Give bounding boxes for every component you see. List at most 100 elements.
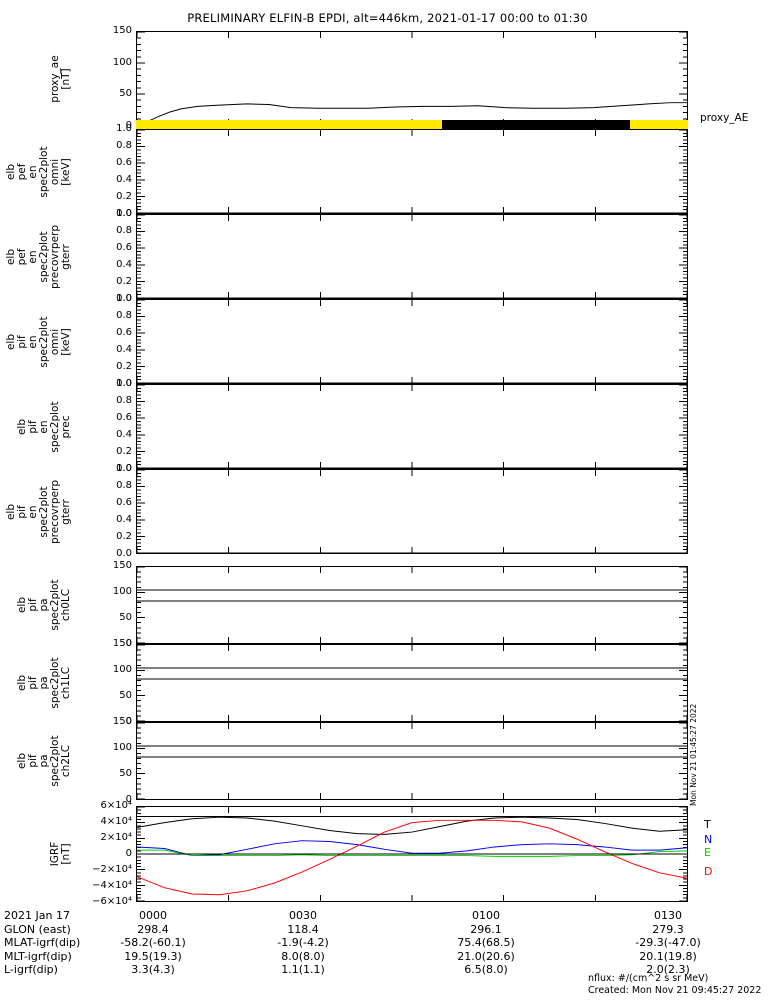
y-tick-label: 0.8 (116, 395, 132, 406)
bottom-label-value: 20.1(19.8) (639, 949, 697, 963)
y-axis-title-text: en (27, 164, 39, 179)
y-tick-label: 0 (125, 120, 132, 131)
y-tick-label: 0.0 (116, 208, 132, 219)
plot-panel-igrf (136, 806, 688, 902)
y-tick-label: 0.6 (116, 157, 132, 168)
y-tick-label: −6×10⁴ (92, 896, 132, 907)
bottom-label-value: -29.3(-47.0) (635, 936, 701, 949)
y-tick-labels-pif-pa-ch0lc: 150 100 50 0 (76, 561, 132, 649)
y-axis-title-text: en (27, 249, 39, 264)
y-axis-title-text: pa (38, 676, 50, 690)
y-axis-title-text: [nT] (60, 67, 72, 90)
y-tick-label: 1.0 (116, 293, 132, 304)
y-tick-label: 0.4 (116, 344, 132, 355)
bottom-label-value: 279.3 (652, 922, 684, 936)
y-axis-title-text: pef (16, 163, 28, 180)
plot-panel-pif-en-precovrperp (136, 469, 688, 554)
bottom-label-value: 8.0(8.0) (281, 949, 325, 963)
y-tick-label: −2×10⁴ (92, 864, 132, 875)
y-tick-labels-proxy-ae: 150 100 50 0 (76, 26, 132, 131)
y-axis-title-text: ch0LC (60, 588, 72, 622)
y-tick-labels-pif-en-omni: 1.0 0.8 0.6 0.4 0.2 0.0 (76, 294, 132, 389)
page-title: PRELIMINARY ELFIN-B EPDI, alt=446km, 202… (187, 11, 588, 25)
y-axis-title-text: en (27, 504, 39, 519)
footer-note: nflux: #/(cm^2 s sr MeV) Created: Mon No… (588, 973, 761, 996)
plot-panel-pef-en-omni (136, 129, 688, 214)
y-axis-title-text: precovrperp (49, 224, 61, 289)
y-tick-label: 0.4 (116, 514, 132, 525)
y-axis-title-text: prec (60, 415, 72, 438)
ae-status-bar-black-segment (442, 120, 631, 129)
bottom-label-row-name: L-igrf(dip) (4, 963, 58, 976)
y-tick-label: 0.4 (116, 174, 132, 185)
y-axis-title-text: spec2plot (49, 579, 61, 631)
y-axis-title-text: spec2plot (49, 657, 61, 709)
plot-panel-pef-en-precovrperp (136, 214, 688, 299)
y-axis-title-text: spec2plot (49, 400, 61, 453)
y-tick-label: 0.2 (116, 361, 132, 372)
trace-igrf-n (136, 840, 688, 857)
panel-canvas-pef-en-omni (136, 129, 688, 214)
y-axis-title-text: en (38, 419, 50, 434)
y-tick-labels-igrf: 6×10⁴ 4×10⁴ 2×10⁴ 0 −2×10⁴ −4×10⁴ −6×10⁴ (76, 801, 132, 907)
footer-units: nflux: #/(cm^2 s sr MeV) (588, 973, 709, 984)
y-tick-labels-pef-en-precovrperp: 1.0 0.8 0.6 0.4 0.2 0.0 (76, 209, 132, 304)
y-axis-title-text: pif (27, 754, 39, 768)
y-axis-title-text: elb (16, 418, 28, 435)
plot-panel-proxy-ae (136, 31, 688, 126)
y-tick-label: 0.4 (116, 259, 132, 270)
igrf-legend-item-d: D (704, 865, 713, 878)
y-axis-title-text: pa (38, 598, 50, 612)
panel-canvas-igrf (136, 806, 688, 902)
y-axis-title-text: pif (27, 598, 39, 612)
bottom-label-value: 0100 (472, 909, 500, 922)
bottom-label-value: 298.4 (137, 922, 169, 936)
panel-canvas-pif-en-prec (136, 384, 688, 469)
y-tick-label: 0.4 (116, 429, 132, 440)
y-axis-title-text: elb (5, 248, 17, 265)
bottom-label-value: 2.0(2.3) (646, 963, 690, 976)
y-axis-title-text: pif (27, 676, 39, 690)
y-axis-title-text: en (27, 334, 39, 349)
y-tick-label: 0 (125, 638, 132, 649)
panel-canvas-proxy-ae (136, 31, 688, 126)
footer-created: Created: Mon Nov 21 09:45:27 2022 (588, 984, 762, 996)
igrf-legend-item-t: T (704, 818, 711, 831)
y-axis-title-text: pef (16, 248, 28, 265)
bottom-label-value: 0000 (139, 909, 167, 922)
y-axis-title-text: pif (16, 334, 28, 349)
bottom-label-value: 19.5(19.3) (124, 949, 182, 963)
y-tick-label: 100 (112, 586, 132, 597)
bottom-label-value: 3.3(4.3) (131, 963, 175, 976)
ae-status-bar (136, 120, 688, 129)
y-axis-title-text: spec2plot (38, 145, 50, 198)
bottom-label-value: 1.1(1.1) (281, 963, 325, 976)
y-axis-title-text: elb (16, 752, 28, 770)
bottom-label-value: 296.1 (470, 922, 502, 936)
y-axis-title-text: elb (16, 596, 28, 614)
y-tick-label: 0.2 (116, 446, 132, 457)
y-axis-title-text: gterr (60, 498, 72, 525)
y-tick-label: 2×10⁴ (100, 832, 132, 843)
panel-canvas-pef-en-precovrperp (136, 214, 688, 299)
y-axis-title-text: spec2plot (38, 230, 50, 283)
y-axis-title-text: elb (5, 333, 17, 350)
y-axis-title-text: [nT] (60, 843, 72, 865)
y-tick-label: 100 (112, 664, 132, 675)
y-axis-title-text: [keV] (60, 157, 72, 186)
igrf-legend-item-e: E (704, 846, 711, 859)
y-axis-title-text: omni (49, 158, 61, 185)
y-tick-label: −4×10⁴ (92, 880, 132, 891)
y-tick-label: 100 (112, 56, 132, 68)
y-tick-label: 0.6 (116, 497, 132, 508)
y-tick-labels-pif-pa-ch2lc: 150 100 50 0 (76, 717, 132, 805)
panel-canvas-pif-pa-ch1lc (136, 644, 688, 722)
y-tick-label: 100 (112, 742, 132, 753)
y-axis-title-text: proxy_ae (49, 54, 61, 103)
y-axis-title-text: [keV] (60, 327, 72, 356)
y-tick-label: 0.2 (116, 191, 132, 202)
trace-igrf-t (136, 816, 688, 835)
y-tick-label: 150 (112, 716, 132, 727)
y-tick-labels-pif-en-precovrperp: 1.0 0.8 0.6 0.4 0.2 0.0 (76, 464, 132, 559)
bottom-label-value: 118.4 (287, 922, 319, 936)
